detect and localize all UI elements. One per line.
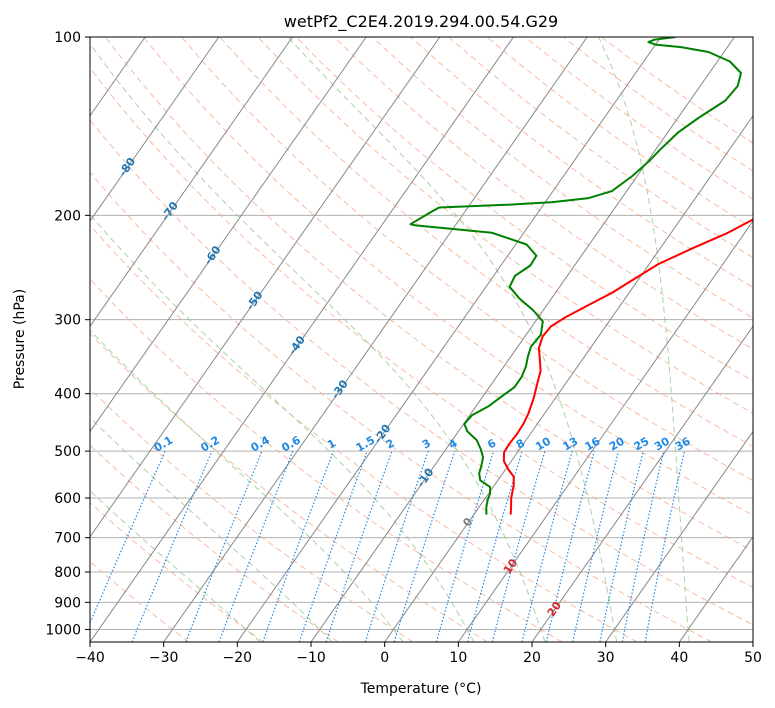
moist-adiabat-line — [90, 490, 261, 642]
isotherm-line — [531, 325, 753, 642]
y-tick-label: 800 — [54, 565, 81, 581]
isotherm-line — [605, 430, 753, 642]
mixing-ratio-line — [435, 450, 495, 642]
dry-adiabat-line — [90, 332, 488, 642]
y-axis-label: Pressure (hPa) — [12, 289, 28, 389]
isotherm-line — [90, 37, 441, 538]
dry-adiabat-line — [257, 37, 753, 414]
y-axis-ticks: 1000 900 800 700 600 500 400 300 200 100 — [45, 30, 90, 638]
dry-adiabat-line — [90, 171, 712, 642]
x-tick-label: 30 — [597, 650, 615, 666]
y-tick-label: 1000 — [45, 622, 81, 638]
mixing-ratio-line — [364, 450, 429, 642]
y-tick-label: 300 — [54, 313, 81, 329]
mixing-ratio-line — [393, 450, 456, 642]
temperature-profile-line — [502, 218, 753, 515]
mixing-ratio-line — [644, 450, 686, 642]
plot-frame — [89, 36, 754, 643]
y-tick-label: 900 — [54, 595, 81, 611]
mixing-ratio-line — [131, 450, 213, 642]
isotherm-line — [678, 535, 753, 642]
moist-adiabat-line — [90, 42, 546, 642]
mixing-ratio-line — [599, 450, 644, 642]
mixing-ratio-line — [298, 450, 368, 642]
isotherm-line — [457, 220, 753, 642]
y-tick-label: 200 — [54, 208, 81, 224]
moist-adiabat-line — [90, 329, 404, 642]
isotherm-line — [90, 37, 367, 433]
mixing-ratio-line — [466, 450, 523, 642]
x-tick-label: 40 — [670, 650, 688, 666]
isotherms — [90, 37, 753, 642]
y-tick-label: 700 — [54, 531, 81, 547]
dewpoint-profile-line — [409, 37, 742, 515]
y-tick-label: 500 — [54, 444, 81, 460]
mixing-ratio-line — [325, 450, 393, 642]
mixing-ratio-line — [90, 450, 166, 625]
isotherm-line — [310, 37, 735, 642]
mixing-ratio-line — [491, 450, 546, 642]
x-axis-label: Temperature (°C) — [360, 681, 482, 697]
mixing-ratio-line — [572, 450, 620, 642]
moist-adiabat-line — [598, 37, 690, 642]
dry-adiabat-line — [410, 37, 753, 289]
mixing-ratio-lines — [90, 450, 686, 642]
y-tick-label: 400 — [54, 387, 81, 403]
mixing-ratio-line — [218, 450, 294, 642]
dry-adiabat-line — [295, 37, 753, 382]
dry-adiabat-line — [90, 502, 264, 642]
dry-adiabat-line — [90, 278, 563, 642]
isotherm-line — [236, 37, 662, 642]
dry-adiabat-line — [90, 224, 638, 642]
sounding-profiles — [409, 37, 753, 515]
x-tick-label: 20 — [523, 650, 541, 666]
isotherm-line — [90, 37, 514, 642]
y-tick-label: 600 — [54, 491, 81, 507]
pressure-gridlines — [90, 37, 753, 630]
x-tick-label: 10 — [449, 650, 467, 666]
mixing-ratio-line — [521, 450, 573, 642]
dry-adiabat-line — [143, 37, 753, 516]
moist-adiabat-line — [90, 213, 475, 642]
isotherm-line — [90, 37, 293, 328]
chart-title: wetPf2_C2E4.2019.294.00.54.G29 — [284, 12, 558, 32]
y-tick-label: 100 — [54, 30, 81, 46]
mixing-ratio-line — [185, 450, 263, 642]
dry-adiabat-line — [104, 37, 753, 552]
isotherm-line — [163, 37, 588, 642]
mixing-ratio-line — [262, 450, 334, 642]
dry-adiabat-line — [90, 67, 753, 588]
x-tick-label: 0 — [380, 650, 389, 666]
x-tick-label: −40 — [75, 650, 105, 666]
x-tick-label: −10 — [296, 650, 326, 666]
isotherm-line — [384, 114, 753, 642]
x-axis-ticks: −40 −30 −20 −10 0 10 20 30 40 50 — [75, 642, 762, 666]
x-tick-label: −30 — [149, 650, 179, 666]
isotherm-line — [90, 37, 220, 222]
plot-area — [90, 37, 753, 642]
x-tick-label: 50 — [744, 650, 762, 666]
x-tick-label: −20 — [223, 650, 253, 666]
mixing-ratio-line — [621, 450, 665, 642]
dry-adiabat-line — [90, 444, 339, 642]
dry-adiabat-line — [219, 37, 753, 448]
